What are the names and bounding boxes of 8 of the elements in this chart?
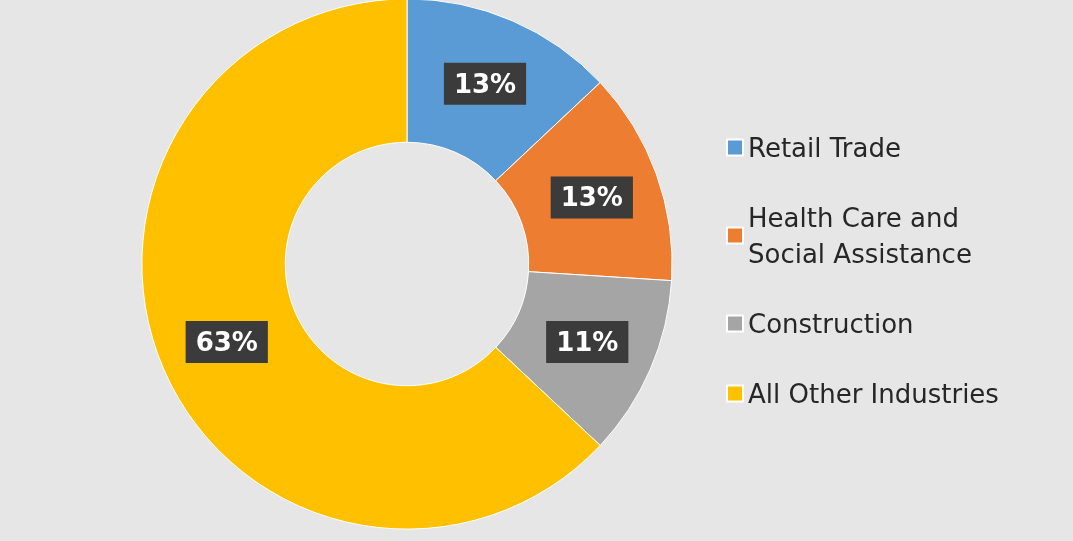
data-label: 11% <box>556 327 619 357</box>
legend-label: Construction <box>748 308 914 339</box>
legend-label: Health Care and Social Assistance <box>748 202 972 269</box>
data-label: 63% <box>195 327 258 357</box>
data-label: 13% <box>560 182 623 213</box>
data-label: 13% <box>453 68 517 99</box>
legend-label: All Other Industries <box>748 378 999 409</box>
legend-label: Retail Trade <box>748 132 901 163</box>
